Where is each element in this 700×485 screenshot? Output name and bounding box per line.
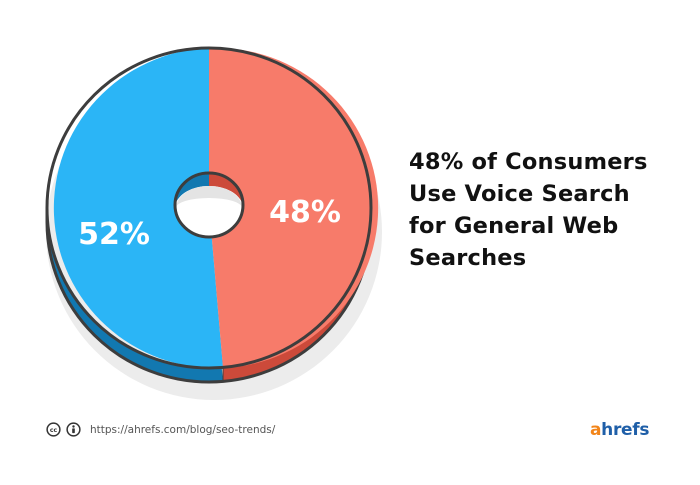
headline-line-4: Searches [409, 245, 527, 271]
logo-a: a [590, 420, 602, 440]
label-48: 48% [269, 195, 341, 230]
cc-icon[interactable]: cc [46, 422, 61, 437]
attribution-icon[interactable] [66, 422, 81, 437]
donut-outline [45, 46, 373, 370]
svg-text:cc: cc [50, 427, 58, 434]
headline-line-2: Use Voice Search [409, 181, 630, 207]
headline-line-3: for General Web [409, 213, 619, 239]
source-url[interactable]: https://ahrefs.com/blog/seo-trends/ [90, 423, 276, 436]
footer: cc https://ahrefs.com/blog/seo-trends/ [46, 422, 275, 437]
donut-hole [173, 171, 245, 239]
donut-side [45, 208, 373, 384]
logo-rest: hrefs [601, 420, 650, 440]
headline-line-1: 48% of Consumers [409, 149, 648, 175]
headline: 48% of Consumers Use Voice Search for Ge… [409, 146, 689, 274]
ahrefs-logo[interactable]: ahrefs [590, 420, 650, 440]
slice-52-blue[interactable] [53, 48, 224, 369]
label-52: 52% [78, 217, 150, 252]
slice-48-red[interactable] [209, 47, 379, 368]
donut-chart: 48% 52% [45, 46, 382, 400]
